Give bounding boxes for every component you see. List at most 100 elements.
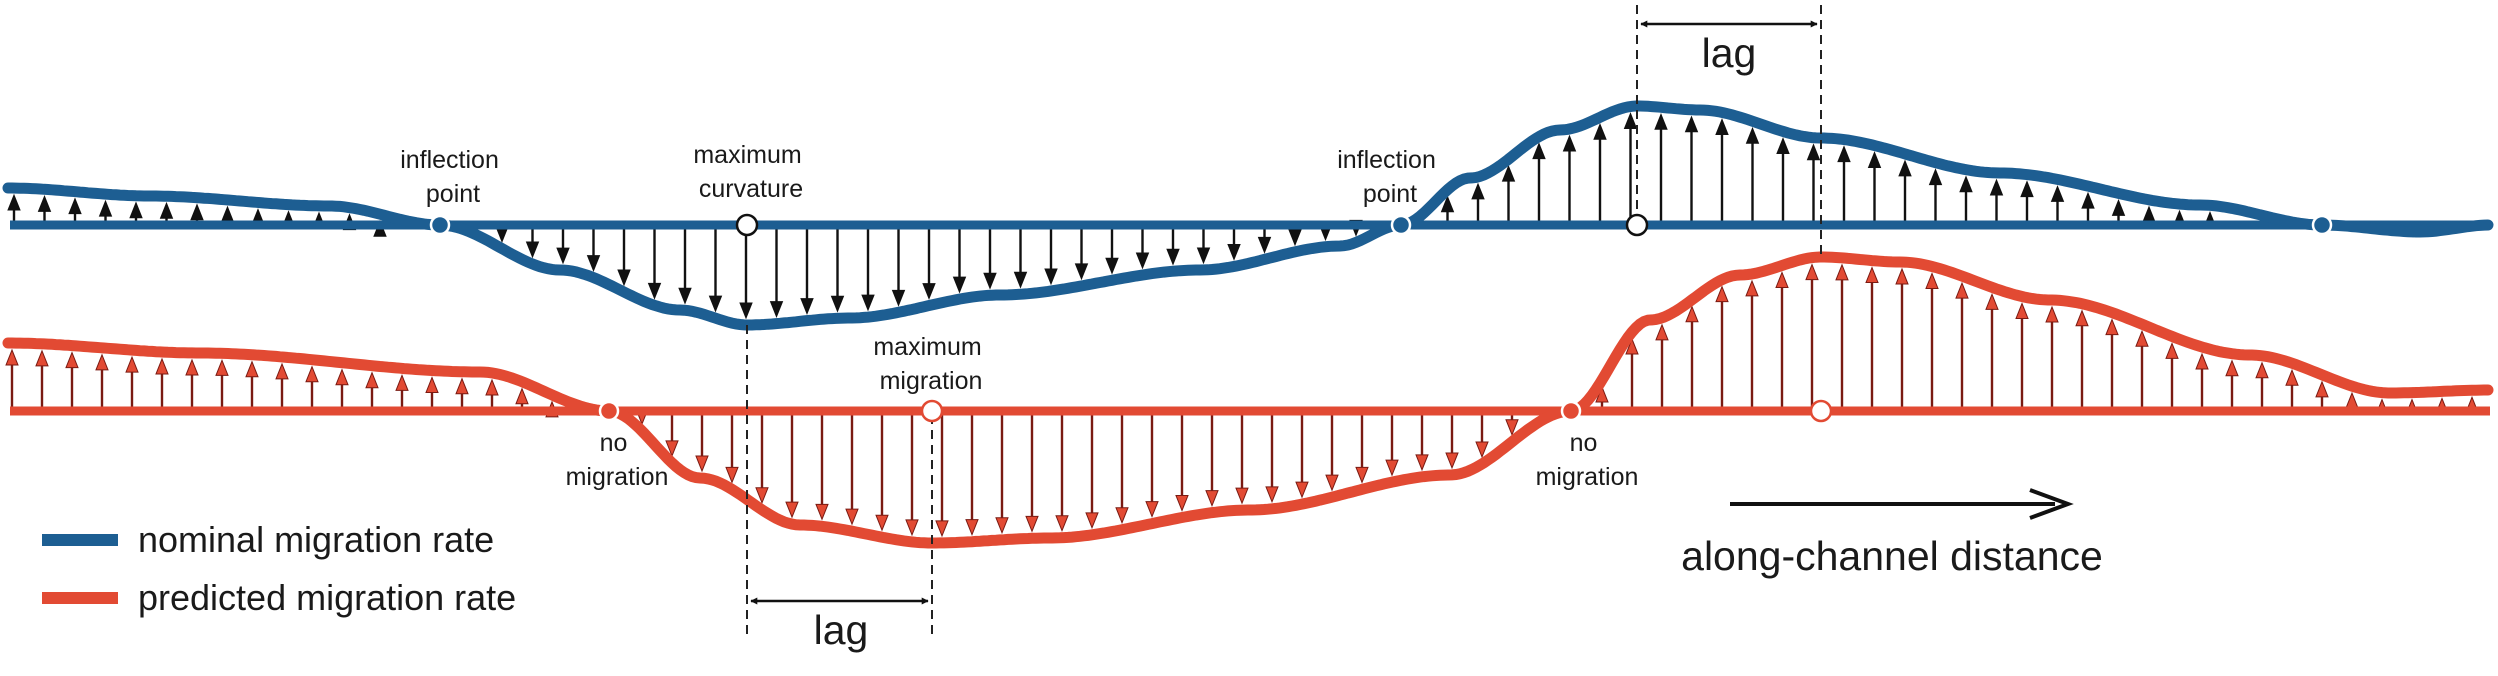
predicted-arrow-head-24 bbox=[785, 501, 799, 519]
predicted-arrow-head-32 bbox=[1025, 515, 1039, 533]
predicted-arrow-head-59 bbox=[1895, 267, 1909, 285]
nominal-arrow-head-65 bbox=[2142, 205, 2156, 223]
predicted-arrow-head-3 bbox=[95, 353, 109, 371]
lag-bottom-label: lag bbox=[814, 607, 869, 653]
nominal-arrow-head-54 bbox=[1806, 143, 1821, 161]
nominal-arrow-head-46 bbox=[1562, 134, 1577, 152]
predicted-arrow-head-29 bbox=[935, 520, 949, 538]
maximum-migration-label: maximum migration bbox=[873, 333, 988, 395]
bottom-peak-marker bbox=[1809, 399, 1833, 423]
nominal-arrow-head-49 bbox=[1654, 112, 1668, 130]
nominal-curve bbox=[2, 100, 2494, 331]
predicted-arrow-head-52 bbox=[1685, 305, 1699, 323]
predicted-arrow-head-53 bbox=[1715, 285, 1729, 303]
predicted-arrow-head-31 bbox=[995, 517, 1009, 535]
end-marker bbox=[2311, 214, 2333, 236]
predicted-arrow-head-2 bbox=[65, 351, 79, 369]
nominal-arrow-head-7 bbox=[220, 205, 235, 223]
predicted-arrow-head-73 bbox=[2315, 380, 2329, 398]
nominal-arrow-head-27 bbox=[922, 283, 936, 300]
nominal-arrow-head-45 bbox=[1532, 142, 1546, 160]
predicted-arrow-head-1 bbox=[35, 349, 49, 367]
nominal-arrow-head-58 bbox=[1928, 168, 1943, 186]
nominal-arrow-head-52 bbox=[1745, 126, 1760, 144]
nominal-arrow-head-19 bbox=[678, 287, 692, 305]
nominal-arrow-head-57 bbox=[1898, 159, 1912, 177]
predicted-arrow-head-12 bbox=[365, 371, 379, 389]
nominal-arrow-head-31 bbox=[1044, 268, 1058, 286]
inflection-point-label-2: inflection point bbox=[1337, 146, 1443, 208]
predicted-arrow-head-9 bbox=[275, 362, 289, 380]
predicted-curve bbox=[2, 251, 2494, 549]
nominal-arrow-head-39 bbox=[1288, 229, 1302, 247]
nominal-arrow-head-24 bbox=[830, 295, 845, 313]
along-channel-label: along-channel distance bbox=[1681, 533, 2103, 579]
predicted-arrow-head-64 bbox=[2045, 305, 2059, 323]
predicted-arrow-head-26 bbox=[845, 508, 859, 526]
nominal-arrow-head-30 bbox=[1013, 271, 1028, 289]
predicted-arrows bbox=[5, 263, 2479, 538]
nominal-arrow-head-51 bbox=[1715, 118, 1729, 135]
no-migration-marker-1 bbox=[598, 400, 620, 422]
predicted-arrow-head-58 bbox=[1865, 266, 1879, 284]
predicted-arrow-head-71 bbox=[2255, 361, 2269, 379]
legend: nominal migration rate predicted migrati… bbox=[42, 519, 516, 618]
predicted-arrow-head-15 bbox=[455, 377, 469, 395]
max-curvature-marker bbox=[735, 213, 759, 237]
predicted-arrow-head-48 bbox=[1505, 419, 1519, 437]
nominal-arrow-head-28 bbox=[952, 276, 967, 294]
nominal-arrow-head-34 bbox=[1135, 252, 1150, 270]
predicted-arrow-head-45 bbox=[1415, 454, 1429, 472]
predicted-arrow-head-69 bbox=[2195, 352, 2209, 370]
predicted-arrow-head-70 bbox=[2225, 359, 2239, 377]
no-migration-marker-2 bbox=[1560, 400, 1582, 422]
nominal-arrow-head-18 bbox=[647, 282, 662, 300]
no-migration-label-1: no migration bbox=[566, 429, 669, 491]
nominal-arrow-head-53 bbox=[1776, 137, 1790, 154]
predicted-arrow-head-47 bbox=[1475, 441, 1489, 459]
predicted-arrow-head-22 bbox=[725, 466, 739, 484]
nominal-arrow-head-25 bbox=[861, 294, 875, 312]
predicted-arrow-head-62 bbox=[1985, 293, 1999, 310]
predicted-arrow-head-65 bbox=[2075, 309, 2089, 327]
nominal-arrow-head-44 bbox=[1501, 164, 1516, 182]
predicted-arrow-head-20 bbox=[665, 440, 679, 458]
predicted-arrow-head-35 bbox=[1115, 507, 1129, 525]
predicted-arrow-head-14 bbox=[425, 376, 439, 394]
predicted-arrow-head-57 bbox=[1835, 263, 1849, 281]
nominal-arrow-head-5 bbox=[159, 201, 174, 219]
nominal-arrow-head-14 bbox=[525, 241, 540, 259]
predicted-arrow-head-50 bbox=[1625, 337, 1639, 355]
nominal-arrow-head-1 bbox=[37, 194, 52, 212]
nominal-arrow-head-43 bbox=[1471, 182, 1485, 200]
nominal-arrow-head-56 bbox=[1867, 151, 1882, 169]
nominal-arrow-head-33 bbox=[1105, 257, 1119, 275]
predicted-arrow-head-66 bbox=[2105, 318, 2119, 336]
predicted-arrow-head-28 bbox=[905, 519, 919, 537]
predicted-arrow-head-6 bbox=[185, 358, 199, 376]
predicted-arrow-head-51 bbox=[1655, 323, 1669, 341]
maximum-curvature-label: maximum curvature bbox=[693, 141, 808, 203]
predicted-arrow-head-11 bbox=[335, 368, 349, 386]
lag-top-label: lag bbox=[1702, 30, 1757, 76]
nominal-arrow-head-17 bbox=[617, 269, 631, 287]
predicted-arrow-head-17 bbox=[515, 387, 529, 405]
nominal-arrow-head-50 bbox=[1684, 115, 1699, 133]
predicted-arrow-head-60 bbox=[1925, 272, 1939, 289]
predicted-arrow-head-33 bbox=[1055, 515, 1069, 533]
predicted-arrow-head-37 bbox=[1175, 495, 1189, 512]
predicted-arrow-head-46 bbox=[1445, 452, 1459, 470]
predicted-arrow-head-68 bbox=[2165, 342, 2179, 359]
nominal-arrow-head-23 bbox=[800, 298, 814, 315]
nominal-arrow-head-55 bbox=[1837, 145, 1851, 163]
nominal-arrows bbox=[7, 112, 2217, 320]
nominal-arrow-head-36 bbox=[1196, 247, 1211, 265]
nominal-arrow-head-22 bbox=[769, 301, 784, 318]
top-peak-marker bbox=[1625, 213, 1649, 237]
predicted-arrow-head-39 bbox=[1235, 487, 1249, 505]
nominal-arrow-head-16 bbox=[586, 255, 601, 272]
nominal-arrow-head-38 bbox=[1257, 236, 1272, 254]
nominal-arrow-head-60 bbox=[1989, 178, 2004, 196]
